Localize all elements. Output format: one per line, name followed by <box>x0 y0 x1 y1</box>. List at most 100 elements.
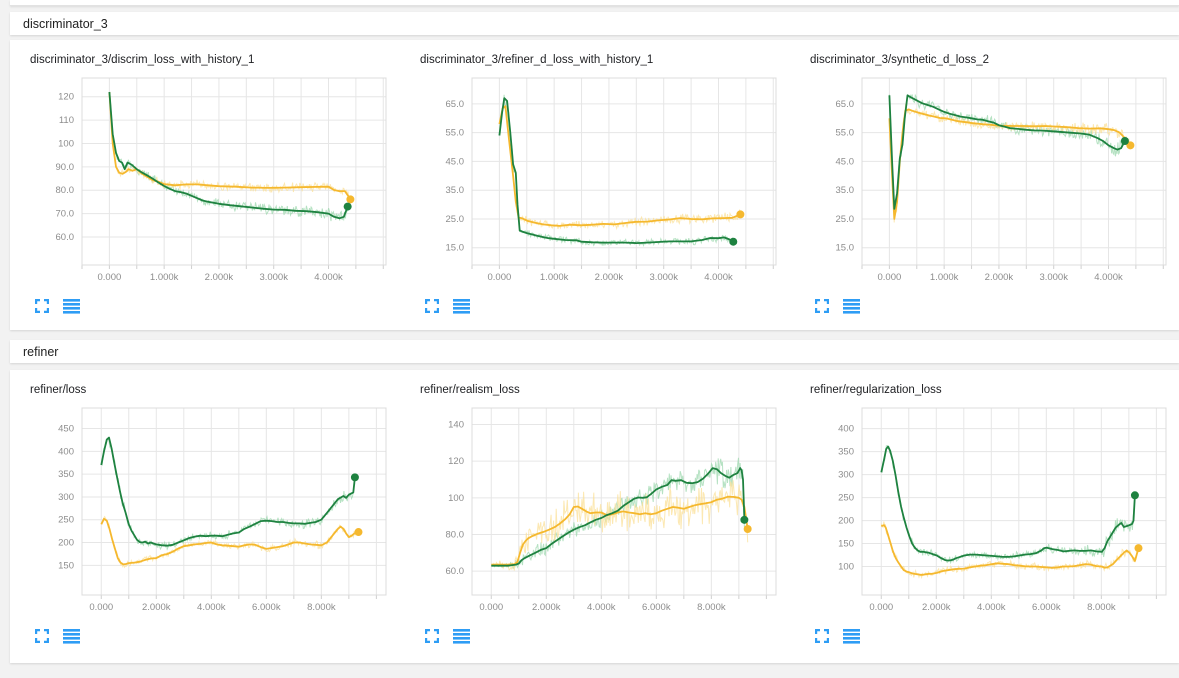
chart-title: refiner/loss <box>30 384 87 396</box>
expand-chart-button[interactable] <box>33 297 51 315</box>
svg-text:350: 350 <box>58 469 74 480</box>
svg-text:6.000k: 6.000k <box>252 602 281 613</box>
section-header-discriminator_3[interactable]: discriminator_3 <box>10 12 1179 35</box>
runs-selector-button[interactable] <box>452 297 470 315</box>
svg-text:65.0: 65.0 <box>836 99 855 110</box>
svg-text:8.000k: 8.000k <box>697 602 726 613</box>
scalar-chart-card: discriminator_3/synthetic_d_loss_2 0.000 1… <box>810 40 1179 315</box>
runs-selector-icon <box>842 298 860 314</box>
section-title: discriminator_3 <box>23 16 108 31</box>
runs-selector-icon <box>452 628 470 644</box>
svg-text:8.000k: 8.000k <box>1087 602 1116 613</box>
svg-text:6.000k: 6.000k <box>1032 602 1061 613</box>
svg-text:450: 450 <box>58 424 74 435</box>
svg-text:60.0: 60.0 <box>446 566 465 577</box>
runs-selector-icon <box>452 298 470 314</box>
runs-selector-button[interactable] <box>842 627 860 645</box>
chart-canvas[interactable]: 0.000 2.000k 4.000k 6.000k 8.000k 400 350 300 25… <box>810 404 1168 614</box>
svg-text:4.000k: 4.000k <box>977 602 1006 613</box>
svg-text:250: 250 <box>838 493 854 504</box>
svg-text:4.000k: 4.000k <box>197 602 226 613</box>
chart-title: refiner/regularization_loss <box>810 384 942 396</box>
expand-chart-button[interactable] <box>813 627 831 645</box>
charts-card-discriminator_3: discriminator_3/discrim_loss_with_histor… <box>10 40 1179 330</box>
svg-text:80.0: 80.0 <box>446 530 465 541</box>
svg-text:2.000k: 2.000k <box>205 272 234 283</box>
scalar-chart-card: discriminator_3/refiner_d_loss_with_hist… <box>420 40 810 315</box>
svg-text:300: 300 <box>838 470 854 481</box>
chart-toolbar <box>810 627 1179 645</box>
svg-text:35.0: 35.0 <box>446 185 465 196</box>
svg-text:110: 110 <box>59 115 74 126</box>
fullscreen-expand-icon <box>815 299 829 313</box>
svg-text:80.0: 80.0 <box>56 185 75 196</box>
chart-title: discriminator_3/synthetic_d_loss_2 <box>810 54 989 66</box>
svg-text:65.0: 65.0 <box>446 99 465 110</box>
svg-text:150: 150 <box>838 539 854 550</box>
chart-canvas[interactable]: 0.000 2.000k 4.000k 6.000k 8.000k 450 400 350 30… <box>30 404 388 614</box>
svg-text:2.000k: 2.000k <box>142 602 171 613</box>
svg-text:90.0: 90.0 <box>56 162 75 173</box>
chart-toolbar <box>420 297 810 315</box>
chart-canvas[interactable]: 0.000 1.000k 2.000k 3.000k 4.000k 65.0 55.0 45.… <box>420 74 778 284</box>
scalar-chart-card: refiner/realism_loss 0.000 2.000k 4.000k 6.0… <box>420 370 810 645</box>
section-header-refiner[interactable]: refiner <box>10 340 1179 363</box>
svg-text:150: 150 <box>58 560 74 571</box>
svg-text:2.000k: 2.000k <box>985 272 1014 283</box>
chart-canvas[interactable]: 0.000 2.000k 4.000k 6.000k 8.000k 140 120 100 80… <box>420 404 778 614</box>
svg-text:200: 200 <box>58 538 74 549</box>
svg-text:2.000k: 2.000k <box>922 602 951 613</box>
svg-text:15.0: 15.0 <box>836 243 855 254</box>
svg-text:0.000: 0.000 <box>869 602 893 613</box>
svg-text:45.0: 45.0 <box>836 156 855 167</box>
svg-text:1.000k: 1.000k <box>930 272 959 283</box>
svg-text:400: 400 <box>838 424 854 435</box>
svg-text:6.000k: 6.000k <box>642 602 671 613</box>
runs-selector-button[interactable] <box>452 627 470 645</box>
expand-chart-button[interactable] <box>813 297 831 315</box>
fullscreen-expand-icon <box>425 299 439 313</box>
runs-selector-icon <box>62 298 80 314</box>
runs-selector-icon <box>62 628 80 644</box>
svg-text:3.000k: 3.000k <box>649 272 678 283</box>
runs-selector-button[interactable] <box>842 297 860 315</box>
svg-text:0.000: 0.000 <box>877 272 901 283</box>
svg-text:120: 120 <box>58 92 74 103</box>
svg-text:4.000k: 4.000k <box>314 272 343 283</box>
runs-selector-button[interactable] <box>62 297 80 315</box>
svg-text:25.0: 25.0 <box>836 214 855 225</box>
runs-selector-icon <box>842 628 860 644</box>
svg-text:3.000k: 3.000k <box>1039 272 1068 283</box>
expand-chart-button[interactable] <box>33 627 51 645</box>
svg-text:400: 400 <box>58 446 74 457</box>
fullscreen-expand-icon <box>35 629 49 643</box>
svg-text:200: 200 <box>838 516 854 527</box>
runs-selector-button[interactable] <box>62 627 80 645</box>
svg-text:1.000k: 1.000k <box>150 272 179 283</box>
scalar-chart-card: refiner/loss 0.000 2.000k 4.000k 6.000k 8.000… <box>30 370 420 645</box>
svg-text:8.000k: 8.000k <box>307 602 336 613</box>
svg-text:0.000: 0.000 <box>97 272 121 283</box>
svg-text:55.0: 55.0 <box>446 128 465 139</box>
svg-text:55.0: 55.0 <box>836 128 855 139</box>
chart-canvas[interactable]: 0.000 1.000k 2.000k 3.000k 4.000k 65.0 55.0 45.… <box>810 74 1168 284</box>
svg-text:4.000k: 4.000k <box>704 272 733 283</box>
svg-text:0.000: 0.000 <box>89 602 113 613</box>
svg-text:300: 300 <box>58 492 74 503</box>
chart-canvas[interactable]: 0.000 1.000k 2.000k 3.000k 4.000k 120 110 100 90… <box>30 74 388 284</box>
scalar-chart-card: discriminator_3/discrim_loss_with_histor… <box>30 40 420 315</box>
expand-chart-button[interactable] <box>423 627 441 645</box>
previous-section-card-edge <box>10 0 1179 6</box>
svg-text:100: 100 <box>58 138 74 149</box>
expand-chart-button[interactable] <box>423 297 441 315</box>
svg-text:15.0: 15.0 <box>446 243 465 254</box>
svg-text:250: 250 <box>58 515 74 526</box>
svg-text:70.0: 70.0 <box>56 209 75 220</box>
fullscreen-expand-icon <box>35 299 49 313</box>
svg-text:25.0: 25.0 <box>446 214 465 225</box>
chart-title: refiner/realism_loss <box>420 384 520 396</box>
chart-toolbar <box>30 627 420 645</box>
svg-text:4.000k: 4.000k <box>587 602 616 613</box>
chart-toolbar <box>810 297 1179 315</box>
svg-text:3.000k: 3.000k <box>259 272 288 283</box>
